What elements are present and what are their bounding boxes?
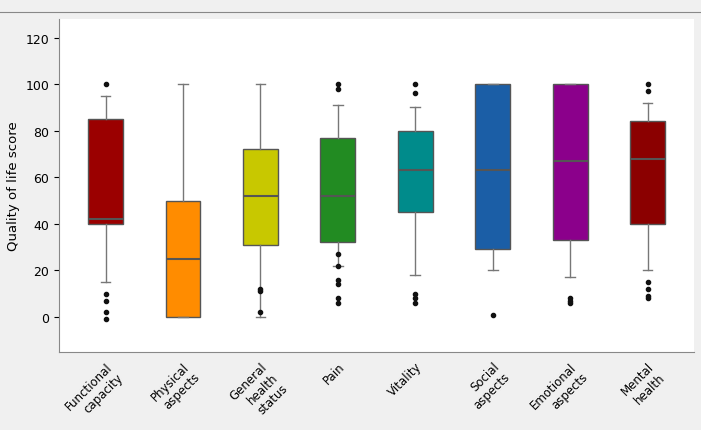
Y-axis label: Quality of life score: Quality of life score — [7, 121, 20, 251]
PathPatch shape — [320, 138, 355, 243]
PathPatch shape — [398, 132, 433, 213]
PathPatch shape — [88, 120, 123, 224]
PathPatch shape — [243, 150, 278, 245]
PathPatch shape — [165, 201, 200, 317]
PathPatch shape — [553, 85, 587, 241]
PathPatch shape — [475, 85, 510, 250]
PathPatch shape — [630, 122, 665, 224]
